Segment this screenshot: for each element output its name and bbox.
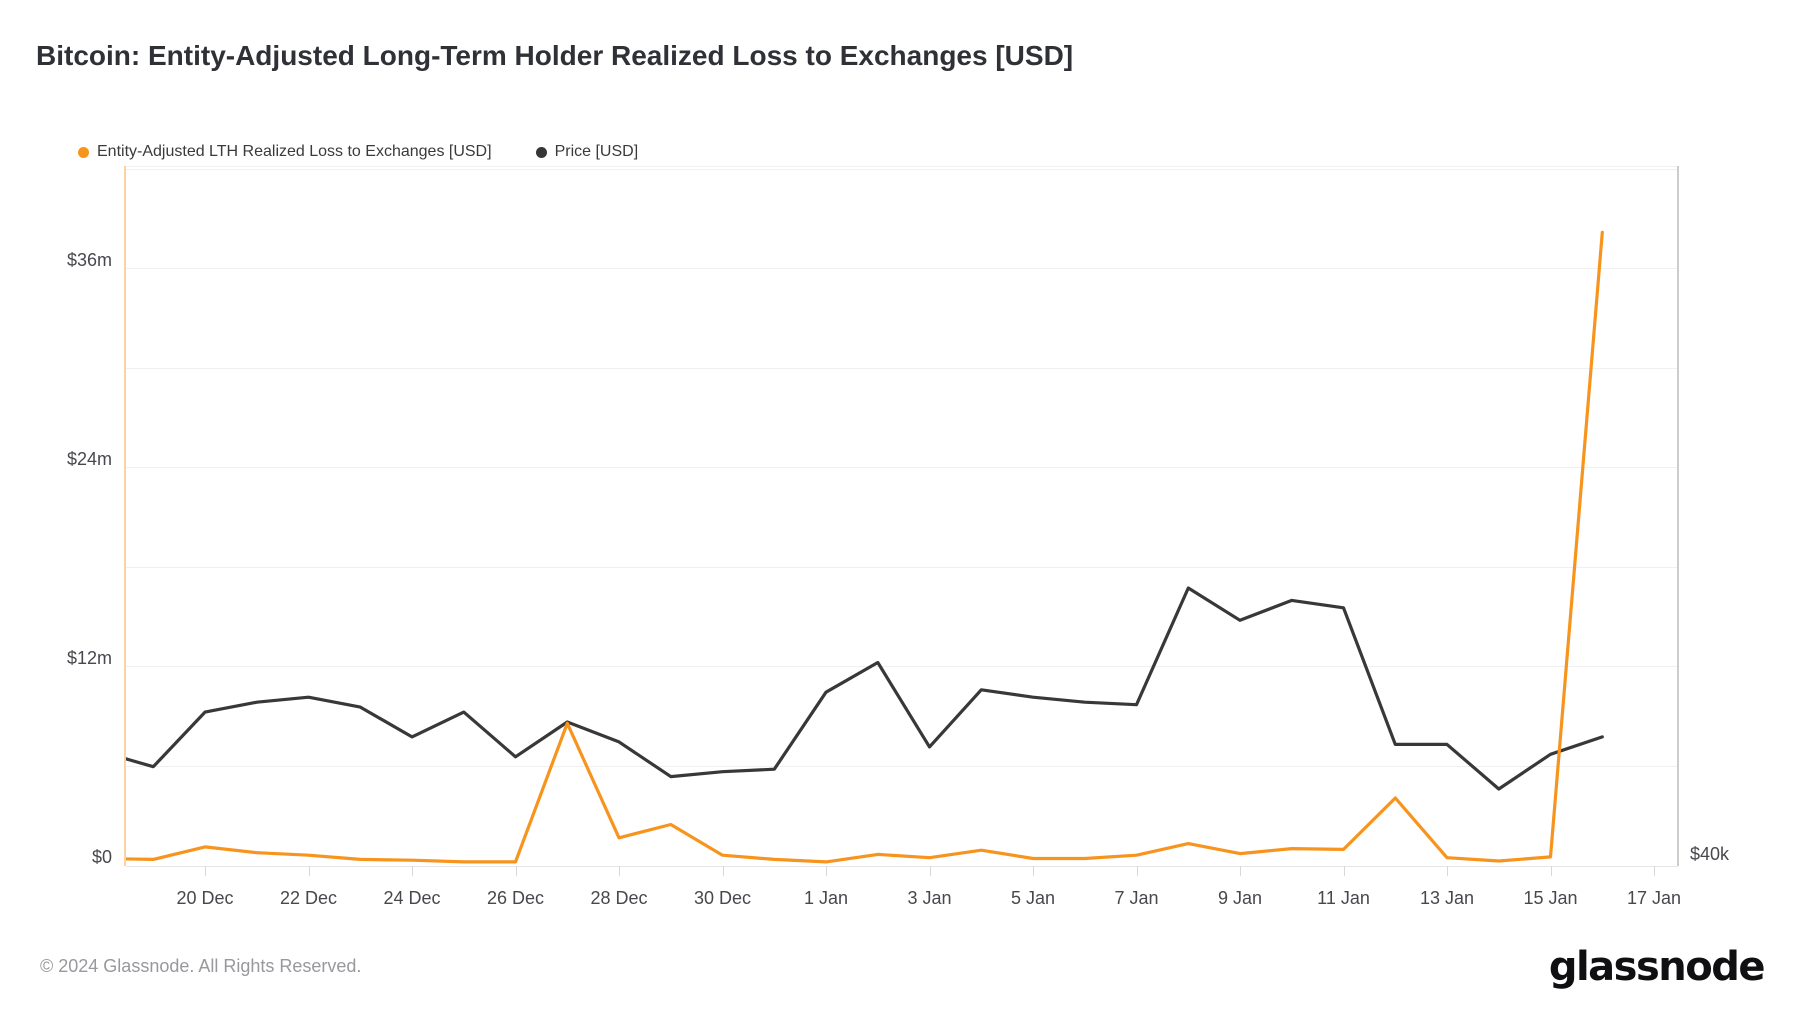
x-axis-tick	[1654, 866, 1655, 876]
x-axis-label: 7 Jan	[1114, 888, 1159, 908]
x-axis-tick	[1033, 866, 1034, 876]
x-axis-tick	[308, 866, 310, 876]
x-axis-tick	[515, 866, 517, 876]
x-axis-label: 1 Jan	[803, 888, 849, 908]
gridline	[126, 765, 1678, 767]
page-title: Bitcoin: Entity-Adjusted Long-Term Holde…	[36, 40, 1074, 71]
x-axis-label: 13 Jan	[1419, 888, 1475, 908]
x-axis-label: 9 Jan	[1217, 888, 1263, 908]
x-axis-tick	[205, 866, 206, 876]
x-axis-tick	[1447, 866, 1448, 876]
gridline	[126, 566, 1678, 568]
x-axis-label: 30 Dec	[693, 888, 752, 908]
gridline	[126, 666, 1678, 668]
legend-item-label: Entity-Adjusted LTH Realized Loss to Exc…	[97, 143, 492, 160]
x-axis-tick	[826, 866, 827, 876]
x-axis-tick	[722, 866, 724, 876]
y-axis-label: $36m	[66, 249, 112, 270]
legend-item-loss[interactable]: Entity-Adjusted LTH Realized Loss to Exc…	[78, 143, 492, 161]
x-axis-label: 3 Jan	[907, 888, 952, 908]
x-axis-tick	[929, 866, 931, 876]
y-axis-line	[124, 166, 126, 866]
plot-area[interactable]	[126, 166, 1678, 866]
plot-lines	[126, 230, 1604, 864]
plot-top-border	[126, 166, 1678, 167]
x-axis-label: 26 Dec	[486, 888, 545, 908]
loss-line	[126, 230, 1604, 864]
x-axis-tick	[1343, 866, 1345, 876]
glassnode-logo: glassnode	[1548, 944, 1766, 990]
x-axis-tick	[1240, 866, 1241, 876]
x-axis-tick	[412, 866, 413, 876]
x-axis-label: 20 Dec	[176, 888, 234, 908]
gridline	[126, 168, 1678, 170]
right-axis-label: $40k	[1690, 844, 1730, 864]
legend: Entity-Adjusted LTH Realized Loss to Exc…	[78, 143, 638, 161]
x-axis-label: 11 Jan	[1317, 888, 1370, 908]
legend-item-price[interactable]: Price [USD]	[535, 143, 639, 161]
legend-item-label: Price [USD]	[554, 143, 639, 160]
gridline	[126, 367, 1678, 369]
loss-series-dot-icon	[78, 146, 89, 158]
x-axis-tick	[619, 866, 620, 876]
y-axis-label: $24m	[66, 448, 112, 469]
x-axis-label: 5 Jan	[1010, 888, 1056, 908]
x-axis-label: 24 Dec	[383, 888, 441, 908]
x-axis-label: 17 Jan	[1626, 888, 1682, 908]
y-axis-label: $12m	[66, 647, 112, 668]
y-axis-label: $0	[91, 847, 112, 867]
x-axis-label: 15 Jan	[1523, 888, 1578, 908]
right-axis-line	[1677, 166, 1679, 866]
price-series-dot-icon	[535, 146, 547, 158]
x-axis-tick	[1550, 866, 1552, 876]
x-axis-label: 22 Dec	[279, 888, 338, 908]
price-line	[126, 586, 1604, 791]
copyright-text: © 2024 Glassnode. All Rights Reserved.	[40, 956, 362, 976]
x-axis-tick	[1136, 866, 1138, 876]
x-axis-label: 28 Dec	[590, 888, 648, 908]
x-axis-line	[126, 866, 1678, 867]
gridline	[126, 467, 1678, 469]
gridline	[126, 268, 1678, 270]
